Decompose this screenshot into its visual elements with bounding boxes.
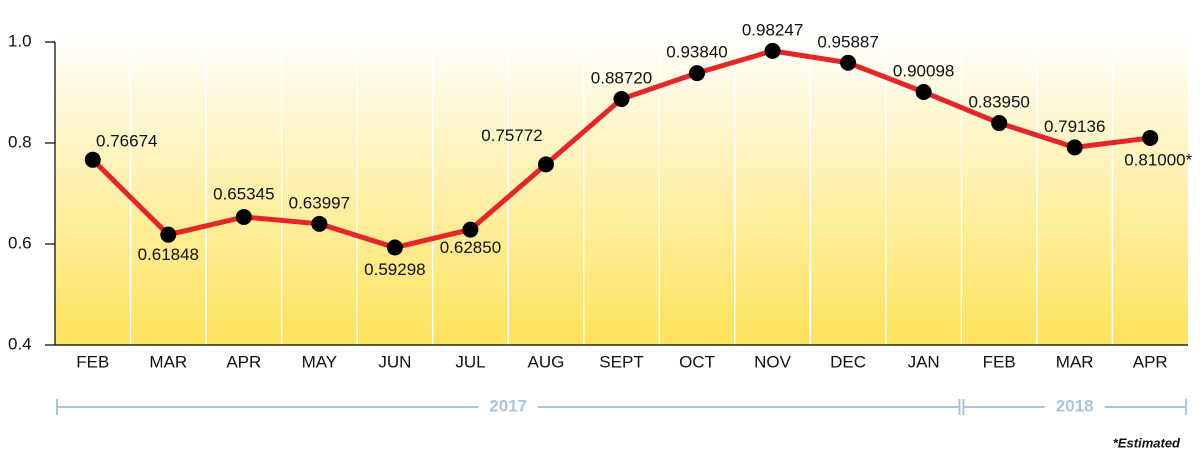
x-tick-label: OCT bbox=[679, 352, 715, 371]
data-point bbox=[84, 151, 101, 168]
x-tick-label: MAR bbox=[149, 352, 187, 371]
data-label: 0.65345 bbox=[213, 184, 274, 203]
data-label: 0.93840 bbox=[666, 43, 727, 62]
footnote: *Estimated bbox=[1113, 435, 1181, 450]
data-label: 0.88720 bbox=[591, 68, 652, 87]
data-point bbox=[689, 65, 706, 82]
data-point bbox=[1066, 139, 1083, 156]
x-tick-label: FEB bbox=[76, 352, 109, 371]
data-label: 0.98247 bbox=[742, 20, 803, 39]
data-label: 0.61848 bbox=[138, 245, 199, 264]
plot-background bbox=[55, 30, 1188, 345]
data-point bbox=[311, 215, 328, 232]
y-tick-label: 0.4 bbox=[8, 334, 32, 353]
x-tick-label: APR bbox=[1133, 352, 1168, 371]
y-tick-label: 0.6 bbox=[8, 233, 32, 252]
y-tick-label: 1.0 bbox=[8, 31, 32, 50]
x-tick-label: NOV bbox=[754, 352, 792, 371]
data-label: 0.76674 bbox=[96, 131, 157, 150]
data-label: 0.79136 bbox=[1044, 117, 1105, 136]
data-label: 0.81000* bbox=[1124, 150, 1192, 169]
data-label: 0.63997 bbox=[289, 193, 350, 212]
x-tick-label: MAY bbox=[302, 352, 338, 371]
data-label: 0.62850 bbox=[440, 238, 501, 257]
data-point bbox=[462, 221, 479, 238]
data-point bbox=[764, 42, 781, 59]
x-tick-label: DEC bbox=[830, 352, 866, 371]
x-tick-label: JUN bbox=[378, 352, 411, 371]
data-point bbox=[537, 156, 554, 173]
data-point bbox=[613, 90, 630, 107]
data-label: 0.90098 bbox=[893, 61, 954, 80]
data-point bbox=[160, 226, 177, 243]
x-tick-label: SEPT bbox=[599, 352, 643, 371]
data-label: 0.83950 bbox=[968, 93, 1029, 112]
data-point bbox=[991, 115, 1008, 132]
year-label: 2018 bbox=[1056, 396, 1094, 415]
data-label: 0.59298 bbox=[364, 260, 425, 279]
data-point bbox=[386, 239, 403, 256]
year-label: 2017 bbox=[489, 396, 527, 415]
data-point bbox=[915, 84, 932, 101]
data-point bbox=[235, 209, 252, 226]
x-tick-label: JAN bbox=[908, 352, 940, 371]
y-tick-label: 0.8 bbox=[8, 132, 32, 151]
data-label: 0.75772 bbox=[481, 126, 542, 145]
x-tick-label: FEB bbox=[983, 352, 1016, 371]
data-point bbox=[1142, 129, 1159, 146]
x-tick-label: MAR bbox=[1056, 352, 1094, 371]
data-label: 0.95887 bbox=[817, 32, 878, 51]
x-tick-label: JUL bbox=[455, 352, 485, 371]
x-tick-label: APR bbox=[226, 352, 261, 371]
data-point bbox=[840, 54, 857, 71]
x-tick-label: AUG bbox=[528, 352, 565, 371]
